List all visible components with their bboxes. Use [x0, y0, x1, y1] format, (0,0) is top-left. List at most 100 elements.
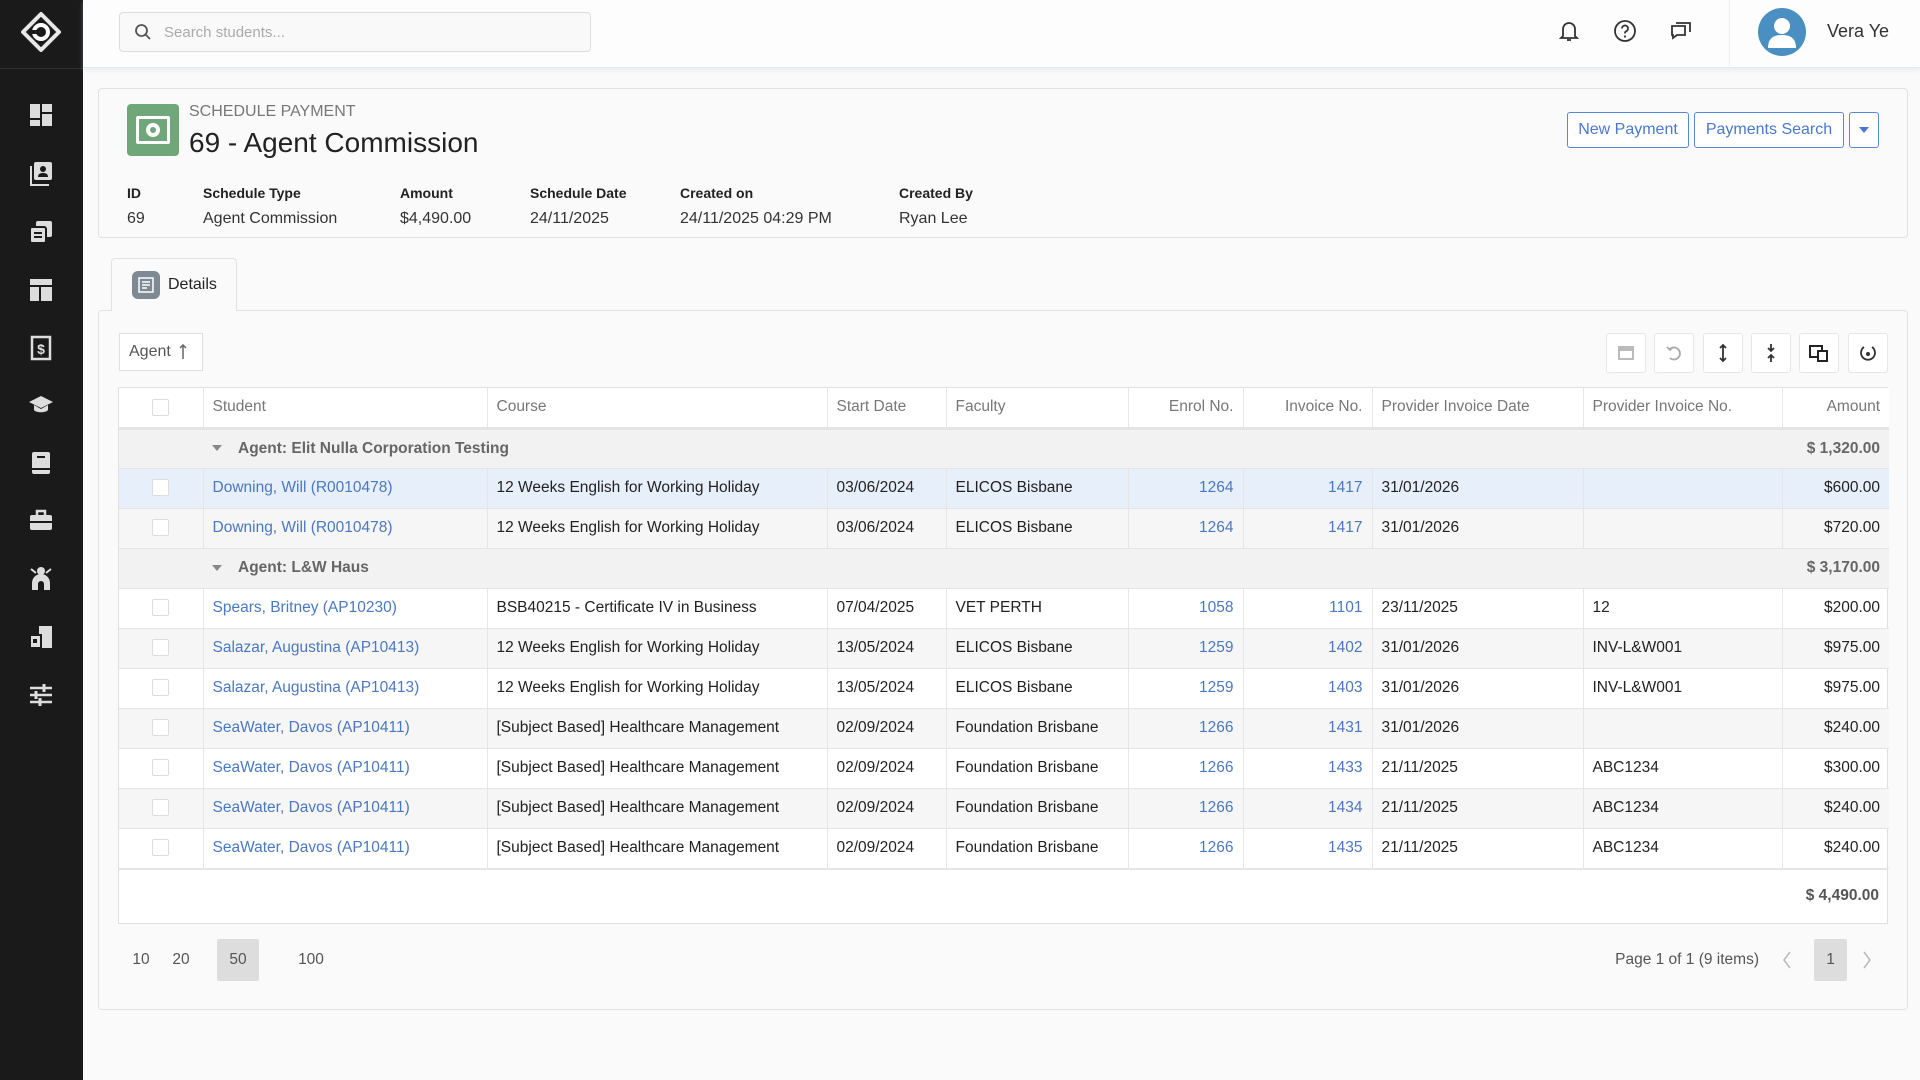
new-payment-button[interactable]: New Payment — [1567, 112, 1689, 148]
help-icon[interactable] — [1611, 17, 1639, 45]
enrol-link[interactable]: 1266 — [1199, 799, 1234, 816]
sidebar-item-documents[interactable] — [27, 218, 55, 246]
enrol-link[interactable]: 1266 — [1199, 719, 1234, 736]
enrol-link[interactable]: 1058 — [1199, 599, 1234, 616]
collapse-group-icon[interactable] — [212, 564, 222, 571]
invoice-link[interactable]: 1403 — [1328, 679, 1363, 696]
invoice-link[interactable]: 1101 — [1329, 599, 1363, 616]
contacts-icon — [30, 162, 52, 186]
student-link[interactable]: SeaWater, Davos (AP10411) — [212, 839, 410, 856]
invoice-link[interactable]: 1431 — [1328, 719, 1363, 736]
student-link[interactable]: SeaWater, Davos (AP10411) — [212, 799, 410, 816]
column-header[interactable]: Course — [487, 388, 828, 430]
enrol-link[interactable]: 1264 — [1199, 479, 1234, 496]
page-1-button[interactable]: 1 — [1814, 939, 1847, 981]
row-checkbox[interactable] — [152, 679, 170, 697]
table-row[interactable]: SeaWater, Davos (AP10411) [Subject Based… — [119, 708, 1889, 749]
student-link[interactable]: Spears, Britney (AP10230) — [212, 599, 397, 616]
table-row[interactable]: SeaWater, Davos (AP10411) [Subject Based… — [119, 788, 1889, 829]
enrol-link[interactable]: 1259 — [1199, 639, 1234, 656]
app-logo[interactable] — [17, 10, 65, 58]
undo-button[interactable] — [1654, 333, 1694, 373]
group-by-agent-chip[interactable]: Agent — [119, 333, 203, 371]
prev-page-button[interactable] — [1775, 939, 1799, 981]
enrol-link[interactable]: 1259 — [1199, 679, 1234, 696]
table-row[interactable]: Downing, Will (R0010478) 12 Weeks Englis… — [119, 468, 1889, 509]
column-header[interactable]: Faculty — [946, 388, 1129, 430]
row-checkbox[interactable] — [152, 479, 170, 497]
select-all-checkbox[interactable] — [152, 398, 170, 416]
row-checkbox[interactable] — [152, 799, 170, 817]
group-row[interactable]: Agent: Elit Nulla Corporation Testing $ 1… — [119, 428, 1889, 469]
row-checkbox[interactable] — [152, 639, 170, 657]
reset-button[interactable] — [1848, 333, 1888, 373]
column-header[interactable]: Provider Invoice Date — [1372, 388, 1584, 430]
column-header[interactable]: Student — [203, 388, 488, 430]
sidebar-item-dashboard[interactable] — [27, 101, 55, 129]
table-row[interactable]: Salazar, Augustina (AP10413) 12 Weeks En… — [119, 628, 1889, 669]
user-name[interactable]: Vera Ye — [1827, 21, 1890, 41]
sidebar-item-settings[interactable] — [27, 681, 55, 709]
expand-all-button[interactable] — [1703, 333, 1743, 373]
invoice-link[interactable]: 1434 — [1328, 799, 1363, 816]
table-row[interactable]: Spears, Britney (AP10230) BSB40215 - Cer… — [119, 588, 1889, 629]
invoice-link[interactable]: 1433 — [1328, 759, 1363, 776]
table-row[interactable]: SeaWater, Davos (AP10411) [Subject Based… — [119, 828, 1889, 869]
chat-icon[interactable] — [1667, 17, 1695, 45]
column-header[interactable]: Invoice No. — [1243, 388, 1373, 430]
collapse-all-button[interactable] — [1751, 333, 1791, 373]
row-checkbox[interactable] — [152, 839, 170, 857]
sidebar-item-contacts[interactable] — [27, 159, 55, 187]
invoice-link[interactable]: 1417 — [1328, 519, 1363, 536]
invoice-link[interactable]: 1417 — [1328, 479, 1363, 496]
search-input[interactable] — [164, 23, 564, 41]
row-checkbox[interactable] — [152, 719, 170, 737]
column-header[interactable]: Start Date — [827, 388, 947, 430]
column-header[interactable]: Enrol No. — [1128, 388, 1244, 430]
enrol-link[interactable]: 1266 — [1199, 759, 1234, 776]
student-link[interactable]: Downing, Will (R0010478) — [212, 479, 393, 496]
sidebar-item-layout[interactable] — [27, 276, 55, 304]
avatar[interactable] — [1758, 8, 1806, 56]
page-size-50[interactable]: 50 — [217, 939, 259, 981]
table-row[interactable]: Downing, Will (R0010478) 12 Weeks Englis… — [119, 508, 1889, 549]
column-header[interactable]: Amount — [1782, 388, 1889, 430]
table-row[interactable]: Salazar, Augustina (AP10413) 12 Weeks En… — [119, 668, 1889, 709]
row-checkbox[interactable] — [152, 519, 170, 537]
enrol-link[interactable]: 1264 — [1199, 519, 1234, 536]
page-size-100[interactable]: 100 — [298, 951, 324, 968]
sidebar-item-agents[interactable] — [27, 564, 55, 592]
student-link[interactable]: SeaWater, Davos (AP10411) — [212, 719, 410, 736]
field-amount: Amount $4,490.00 — [400, 185, 471, 228]
student-link[interactable]: Salazar, Augustina (AP10413) — [212, 679, 420, 696]
page-size-20[interactable]: 20 — [172, 951, 190, 968]
group-chip-label: Agent — [129, 343, 171, 360]
student-link[interactable]: Downing, Will (R0010478) — [212, 519, 393, 536]
amount-cell: $300.00 — [1782, 748, 1889, 789]
invoice-link[interactable]: 1402 — [1328, 639, 1363, 656]
payments-search-button[interactable]: Payments Search — [1694, 112, 1844, 148]
next-page-button[interactable] — [1855, 939, 1879, 981]
sidebar-item-business[interactable] — [27, 506, 55, 534]
notifications-bell-icon[interactable] — [1555, 17, 1583, 45]
row-checkbox[interactable] — [152, 759, 170, 777]
sidebar-item-providers[interactable] — [27, 623, 55, 651]
enrol-link[interactable]: 1266 — [1199, 839, 1234, 856]
invoice-link[interactable]: 1435 — [1328, 839, 1363, 856]
sidebar-item-library[interactable] — [27, 449, 55, 477]
tab-details[interactable]: Details — [111, 258, 237, 311]
group-row[interactable]: Agent: L&W Haus $ 3,170.00 — [119, 548, 1889, 589]
provider-invoice-no-cell: 12 — [1583, 588, 1783, 629]
column-header[interactable]: Provider Invoice No. — [1583, 388, 1783, 430]
page-size-10[interactable]: 10 — [132, 951, 150, 968]
sidebar-item-payments[interactable]: $ — [27, 334, 55, 362]
collapse-group-icon[interactable] — [212, 445, 222, 452]
sidebar-item-courses[interactable] — [27, 391, 55, 419]
student-link[interactable]: Salazar, Augustina (AP10413) — [212, 639, 420, 656]
more-actions-dropdown-button[interactable] — [1849, 112, 1879, 148]
table-row[interactable]: SeaWater, Davos (AP10411) [Subject Based… — [119, 748, 1889, 789]
student-link[interactable]: SeaWater, Davos (AP10411) — [212, 759, 410, 776]
column-chooser-button[interactable] — [1799, 333, 1839, 373]
save-layout-button[interactable] — [1606, 333, 1646, 373]
row-checkbox[interactable] — [152, 599, 170, 617]
